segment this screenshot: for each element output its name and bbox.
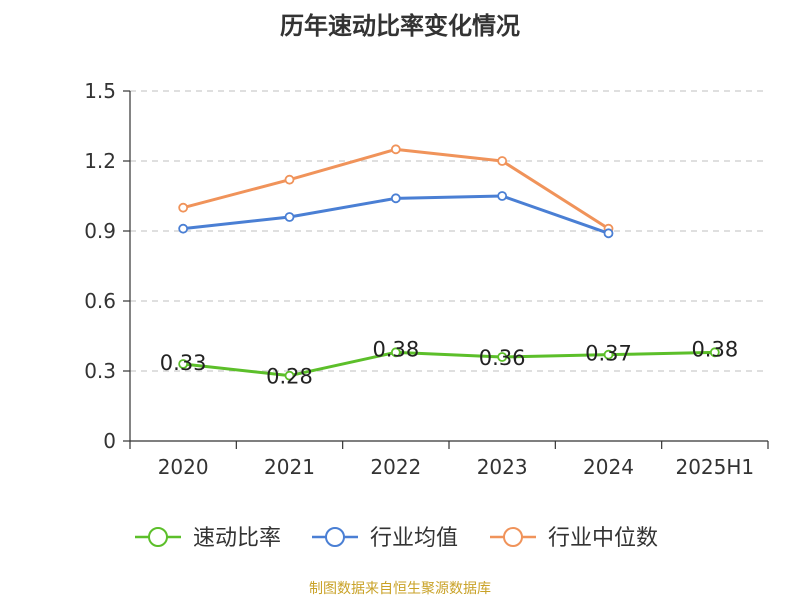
data-labels: 0.33 0.28 0.38 0.36 0.37 0.38 [160, 337, 738, 388]
series-lines [178, 144, 720, 381]
legend-marker [325, 527, 345, 547]
data-label: 0.33 [160, 351, 207, 375]
x-tick-label: 2023 [477, 455, 528, 479]
chart-title: 历年速动比率变化情况 [280, 12, 520, 40]
data-point [178, 359, 189, 369]
data-label: 0.38 [372, 337, 419, 361]
data-label: 0.36 [479, 346, 526, 370]
legend: 速动比率 行业均值 行业中位数 [135, 526, 658, 551]
data-point [284, 370, 295, 381]
data-point [709, 347, 720, 358]
x-tick-label: 2020 [158, 455, 209, 479]
data-point [497, 191, 508, 201]
x-tick-label: 2022 [370, 455, 421, 479]
source-note: 制图数据来自恒生聚源数据库 [309, 581, 491, 597]
legend-item[interactable]: 速动比率 [135, 526, 281, 551]
axes: 0 0.3 0.6 0.9 1.2 1.5 2020 2021 2022 2023 2024 2025… [84, 79, 769, 479]
data-point [390, 144, 401, 155]
data-point [284, 174, 295, 185]
data-point [497, 156, 508, 166]
data-point [497, 352, 508, 362]
legend-label: 行业均值 [370, 526, 458, 551]
data-label: 0.28 [266, 365, 313, 389]
y-tick-label: 1.2 [84, 149, 116, 173]
data-point [178, 223, 189, 234]
legend-item[interactable]: 行业均值 [312, 526, 458, 551]
x-tick-label: 2025H1 [675, 455, 754, 479]
legend-marker [148, 527, 168, 547]
data-point [390, 193, 401, 204]
y-tick-label: 0 [103, 429, 116, 453]
legend-item[interactable]: 行业中位数 [490, 526, 658, 551]
y-tick-label: 0.6 [84, 289, 116, 313]
data-label: 0.38 [691, 337, 738, 361]
y-tick-label: 0.9 [84, 219, 116, 243]
data-point [390, 347, 401, 358]
series-line-1 [183, 350, 715, 378]
data-label: 0.37 [585, 342, 632, 366]
legend-label: 行业中位数 [548, 526, 658, 551]
x-tick-label: 2024 [583, 455, 634, 479]
grid-lines [130, 90, 768, 372]
data-point [284, 212, 295, 222]
data-point [603, 228, 614, 239]
data-point [603, 349, 614, 360]
y-tick-label: 0.3 [84, 359, 116, 383]
x-tick-label: 2021 [264, 455, 315, 479]
data-point [178, 202, 189, 213]
y-tick-label: 1.5 [84, 79, 116, 103]
legend-marker [503, 527, 523, 547]
legend-label: 速动比率 [193, 526, 281, 551]
